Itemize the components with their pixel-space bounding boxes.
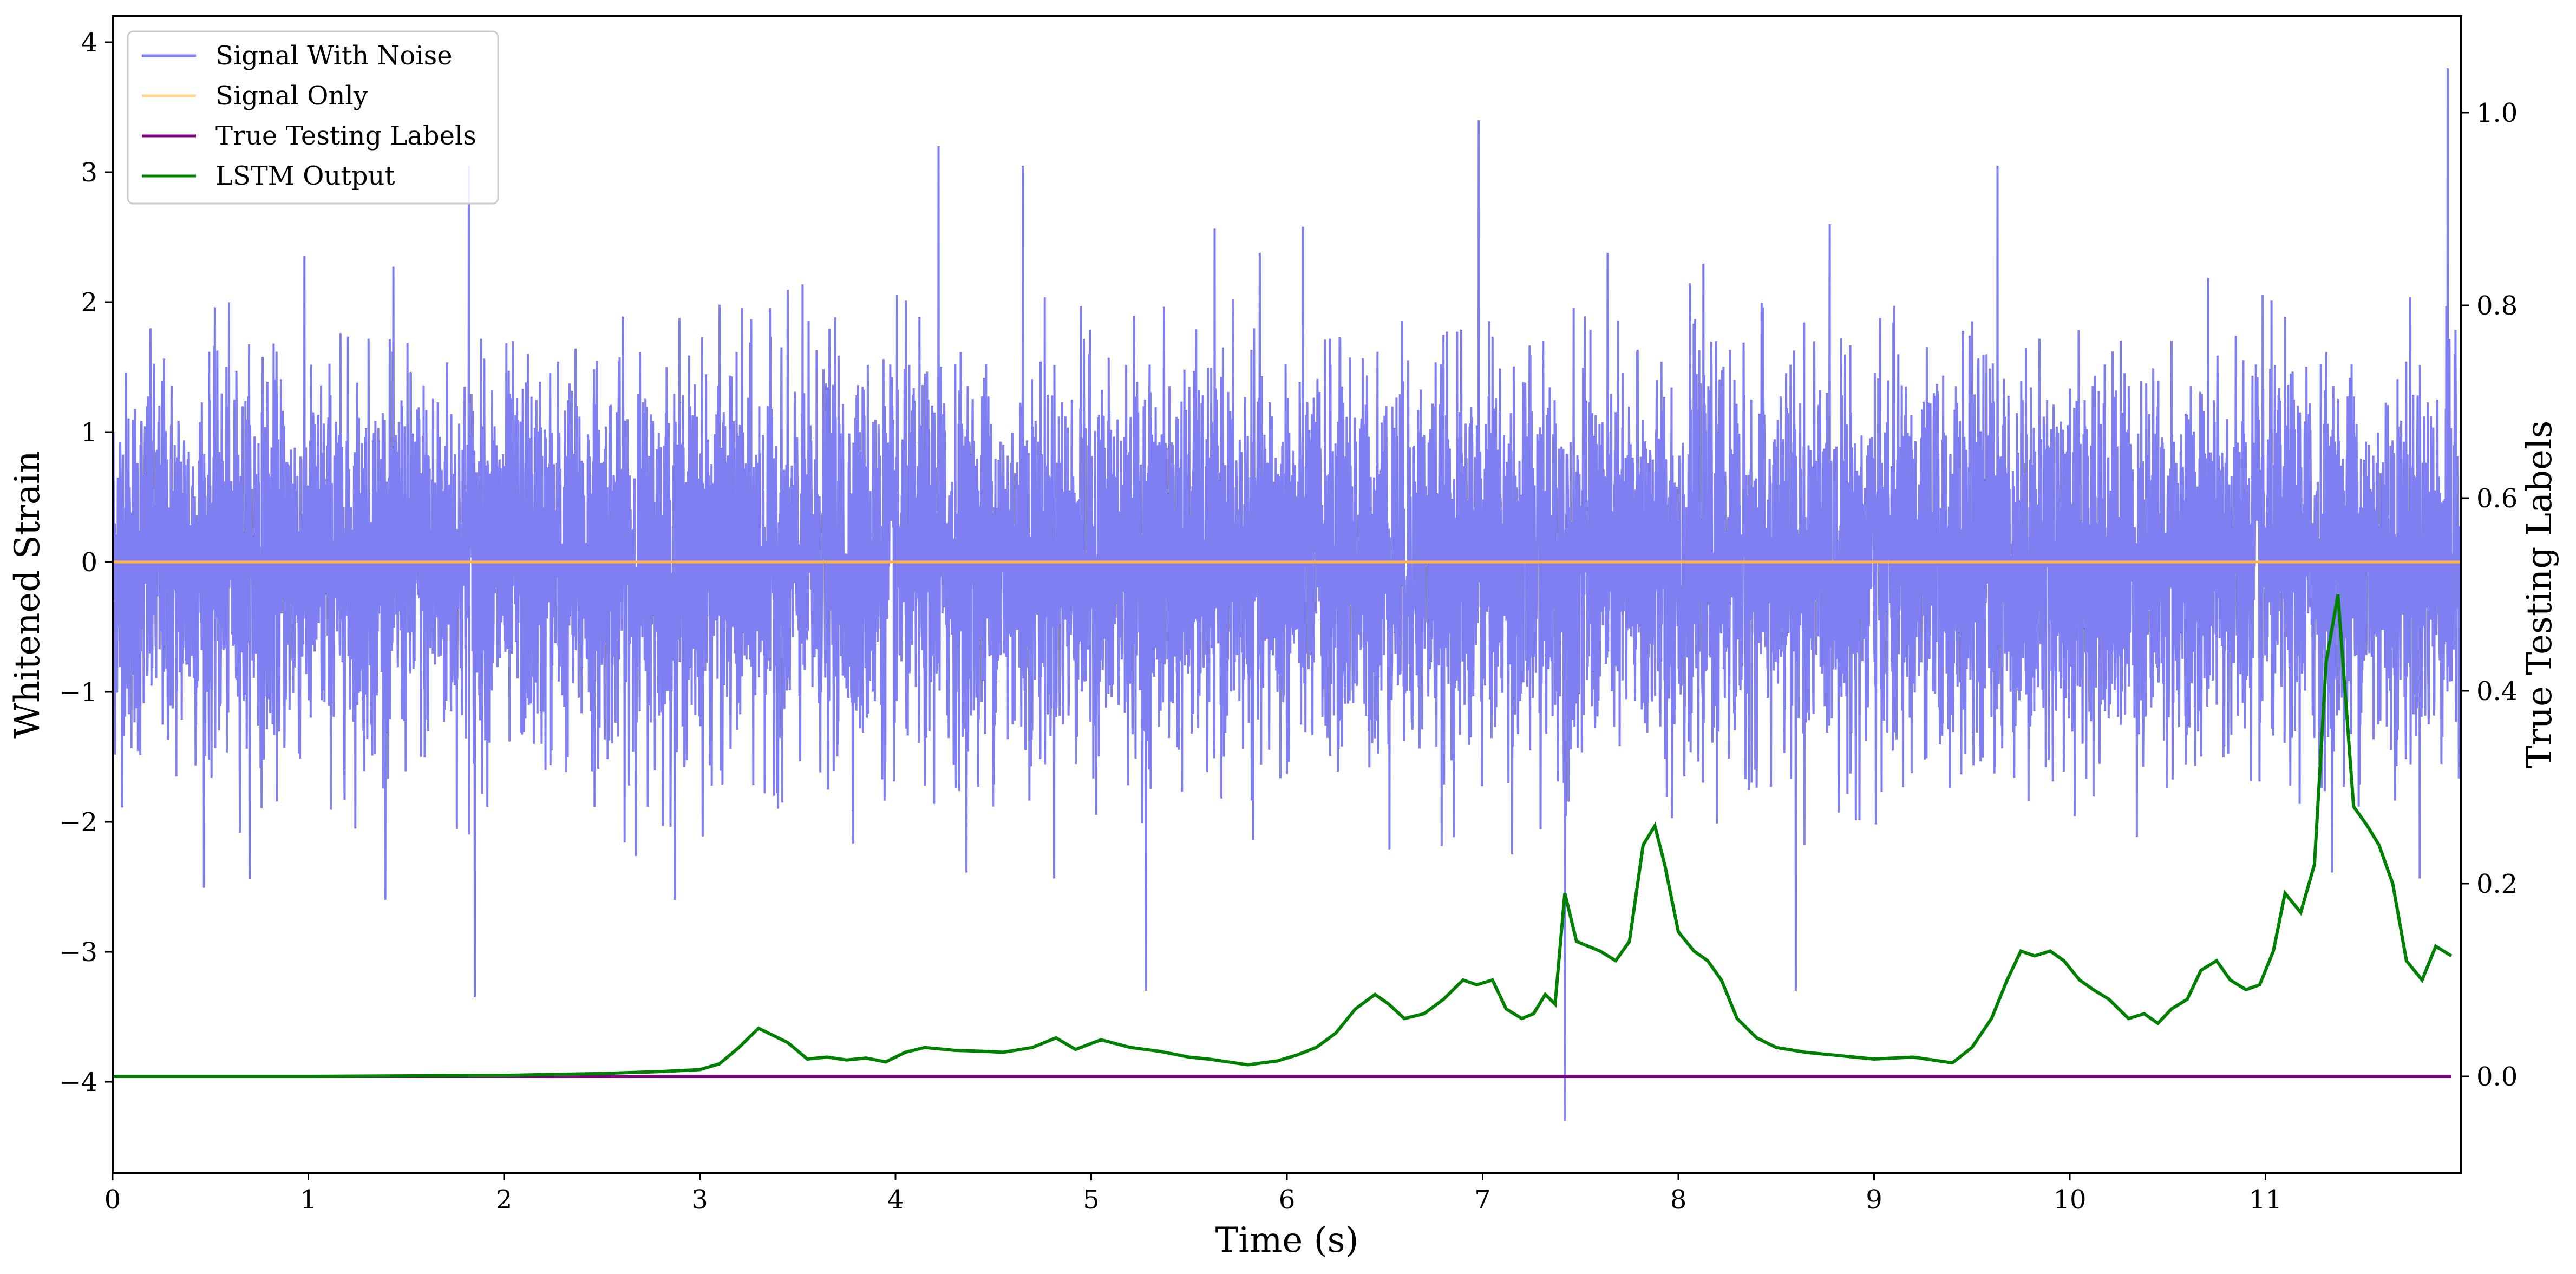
y-left-tick-label: −2 <box>59 807 97 838</box>
y-left-tick-label: 2 <box>81 288 97 318</box>
x-tick-label: 11 <box>2249 1185 2282 1215</box>
y-right-tick-label: 0.0 <box>2476 1062 2518 1092</box>
y-axis-right: 0.0 0.2 0.4 0.6 0.8 1.0 <box>2461 98 2518 1092</box>
legend-item-true-testing-labels: True Testing Labels <box>142 121 476 151</box>
x-tick-label: 3 <box>691 1185 708 1215</box>
legend-label-true-testing-labels: True Testing Labels <box>215 121 476 151</box>
y-left-tick-label: 3 <box>81 158 97 188</box>
y-right-tick-label: 0.8 <box>2476 291 2518 321</box>
x-tick-label: 10 <box>2053 1185 2086 1215</box>
x-tick-label: 2 <box>496 1185 513 1215</box>
y-left-tick-label: 0 <box>81 547 97 578</box>
y-axis-left-title: Whitened Strain <box>8 450 48 738</box>
y-axis-left: −4 −3 −2 −1 0 1 2 3 4 <box>59 28 113 1097</box>
x-tick-label: 8 <box>1670 1185 1687 1215</box>
y-right-tick-label: 0.4 <box>2476 676 2518 707</box>
series-layer <box>113 68 2461 1121</box>
x-tick-label: 7 <box>1474 1185 1491 1215</box>
y-left-tick-label: −1 <box>59 677 97 708</box>
y-right-tick-label: 1.0 <box>2476 98 2518 128</box>
legend-label-signal-only: Signal Only <box>215 81 368 111</box>
x-tick-label: 5 <box>1083 1185 1100 1215</box>
y-left-tick-label: 4 <box>81 28 97 58</box>
y-axis-right-title: True Testing Labels <box>2520 421 2560 769</box>
legend-item-signal-with-noise: Signal With Noise <box>142 41 453 71</box>
legend-box <box>127 30 499 205</box>
x-axis: 0 1 2 3 4 5 6 7 8 9 10 11 <box>104 1173 2282 1215</box>
y-left-tick-label: −3 <box>59 937 97 968</box>
legend-label-lstm-output: LSTM Output <box>215 161 395 191</box>
x-tick-label: 4 <box>887 1185 904 1215</box>
legend-label-signal-with-noise: Signal With Noise <box>215 41 453 71</box>
lstm-output-line <box>113 594 2453 1078</box>
x-tick-label: 1 <box>300 1185 317 1215</box>
legend-item-lstm-output: LSTM Output <box>142 161 395 191</box>
legend: Signal With Noise Signal Only True Testi… <box>127 30 499 205</box>
x-tick-label: 6 <box>1279 1185 1296 1215</box>
y-right-tick-label: 0.2 <box>2476 869 2518 899</box>
y-left-tick-label: −4 <box>59 1067 97 1097</box>
x-axis-title: Time (s) <box>1215 1220 1359 1260</box>
x-tick-label: 9 <box>1866 1185 1882 1215</box>
x-tick-label: 0 <box>104 1185 121 1215</box>
signal-with-noise-line <box>113 68 2461 1121</box>
y-right-tick-label: 0.6 <box>2476 484 2518 514</box>
legend-item-signal-only: Signal Only <box>142 81 368 111</box>
y-left-tick-label: 1 <box>81 417 97 448</box>
